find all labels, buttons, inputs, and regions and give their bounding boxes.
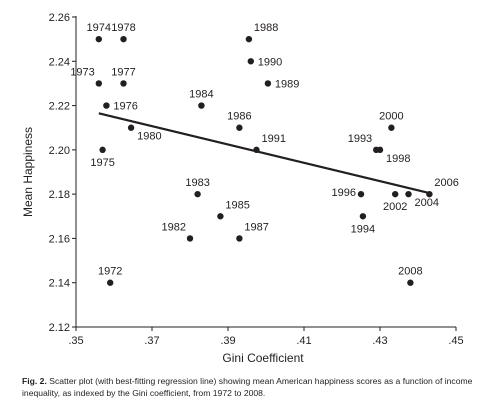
data-point-1980 xyxy=(127,124,135,131)
data-point-1989 xyxy=(264,80,272,87)
scatter-chart: 2.12 2.14 2.16 2.18 2.20 2.22 2.24 2.26 .35 .37 .3… xyxy=(21,12,464,365)
y-tick-label: 2.20 xyxy=(49,145,70,157)
data-point-2000 xyxy=(388,124,395,131)
data-point-1985 xyxy=(217,213,224,220)
x-axis-label: Gini Coefficient xyxy=(222,351,304,365)
point-label-1998: 1998 xyxy=(386,153,410,165)
point-label-1990: 1990 xyxy=(258,56,282,68)
point-label-1976: 1976 xyxy=(113,101,137,113)
point-label-1975: 1975 xyxy=(90,157,114,169)
point-label-1985: 1985 xyxy=(225,199,249,211)
y-tick-label: 2.22 xyxy=(49,101,70,113)
x-tick-label: .35 xyxy=(68,335,83,347)
data-point-1976 xyxy=(103,102,110,109)
point-label-1987: 1987 xyxy=(244,221,268,233)
y-tick-label: 2.18 xyxy=(49,189,70,201)
point-label-1974: 1974 xyxy=(87,22,111,34)
data-point-1984 xyxy=(198,102,205,109)
y-tick-label: 2.12 xyxy=(49,322,70,334)
x-tick-label: .37 xyxy=(144,335,159,347)
point-label-1996: 1996 xyxy=(332,187,356,199)
point-label-1977: 1977 xyxy=(111,66,135,78)
data-point-1973 xyxy=(95,80,103,87)
data-point-1977 xyxy=(120,80,127,87)
data-point-2004 xyxy=(405,190,412,198)
data-point-1978 xyxy=(120,35,127,43)
point-label-1973: 1973 xyxy=(70,66,94,78)
data-point-1975 xyxy=(99,146,106,154)
x-tick-label: .41 xyxy=(296,335,311,347)
data-point-2006 xyxy=(426,190,433,198)
x-tick-label: .43 xyxy=(372,335,387,347)
figure-caption: Fig. 2. Scatter plot (with best-fitting … xyxy=(22,376,484,399)
point-label-1994: 1994 xyxy=(351,223,375,235)
data-points xyxy=(95,35,433,286)
y-tick-label: 2.26 xyxy=(49,12,70,24)
data-point-1983 xyxy=(194,190,201,198)
data-point-2008 xyxy=(407,279,414,286)
data-point-1987 xyxy=(236,235,243,242)
point-label-1986: 1986 xyxy=(227,111,251,123)
data-point-1994 xyxy=(359,213,367,220)
point-label-1978: 1978 xyxy=(111,22,135,34)
point-label-1988: 1988 xyxy=(254,22,278,34)
point-label-1991: 1991 xyxy=(262,133,286,145)
data-point-1974 xyxy=(95,35,103,43)
data-point-1990 xyxy=(247,58,254,65)
point-label-2004: 2004 xyxy=(415,197,439,209)
x-tick-label: .45 xyxy=(448,335,463,347)
point-label-1984: 1984 xyxy=(189,89,213,101)
regression-line-group xyxy=(98,112,430,195)
regression-line xyxy=(98,112,430,195)
point-label-1983: 1983 xyxy=(185,177,209,189)
data-point-1988 xyxy=(245,35,253,43)
data-point-1982 xyxy=(186,235,194,242)
y-tick-label: 2.24 xyxy=(49,56,70,68)
y-tick-label: 2.14 xyxy=(49,278,70,290)
point-label-1982: 1982 xyxy=(162,221,186,233)
data-point-1998 xyxy=(376,146,384,154)
point-label-2000: 2000 xyxy=(379,111,403,123)
point-label-1980: 1980 xyxy=(137,131,161,143)
point-label-2002: 2002 xyxy=(383,201,407,213)
chart-axes: 2.12 2.14 2.16 2.18 2.20 2.22 2.24 2.26 .35 .37 .3… xyxy=(49,12,464,347)
caption-text: Scatter plot (with best-fitting regressi… xyxy=(22,376,473,398)
data-point-1991 xyxy=(253,146,260,154)
y-axis-label: Mean Happiness xyxy=(21,127,35,217)
point-label-1989: 1989 xyxy=(275,78,299,90)
point-label-2006: 2006 xyxy=(434,177,458,189)
point-label-2008: 2008 xyxy=(398,266,422,278)
data-point-1972 xyxy=(107,279,114,286)
data-point-1996 xyxy=(357,190,365,198)
point-label-1993: 1993 xyxy=(348,133,372,145)
y-tick-label: 2.16 xyxy=(49,233,70,245)
point-labels: 1972 1973 1974 1975 1976 1977 1978 1980 1982 1983… xyxy=(70,22,459,278)
point-label-1972: 1972 xyxy=(98,266,122,278)
data-point-1986 xyxy=(236,124,243,131)
data-point-2002 xyxy=(392,190,399,198)
caption-figure-label: Fig. 2. xyxy=(22,376,47,386)
x-tick-label: .39 xyxy=(220,335,235,347)
